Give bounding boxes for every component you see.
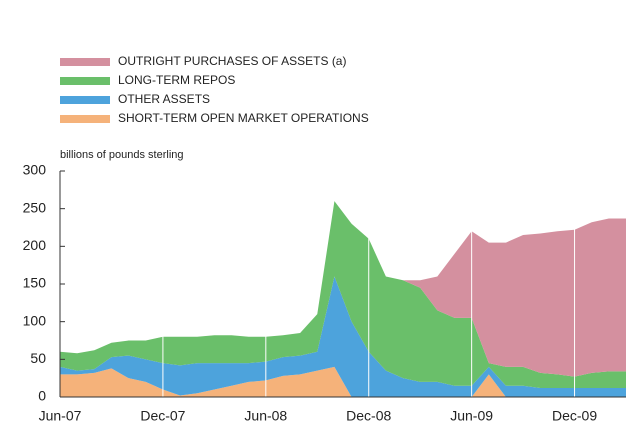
x-tick-label: Jun-08 bbox=[244, 408, 287, 421]
area bbox=[60, 366, 626, 397]
area bbox=[60, 201, 626, 388]
x-tick-label: Jun-09 bbox=[450, 408, 493, 421]
x-tick-label: Dec-08 bbox=[346, 408, 391, 421]
legend-label: OUTRIGHT PURCHASES OF ASSETS (a) bbox=[118, 54, 346, 68]
legend-label: OTHER ASSETS bbox=[118, 92, 210, 106]
legend-swatch bbox=[60, 96, 110, 104]
y-axis-label: billions of pounds sterling bbox=[60, 149, 184, 161]
y-tick-label: 250 bbox=[23, 199, 47, 215]
y-tick-label: 150 bbox=[23, 275, 47, 291]
y-tick-label: 200 bbox=[23, 237, 47, 253]
y-tick-label: 0 bbox=[38, 388, 46, 404]
x-tick-label: Dec-07 bbox=[140, 408, 185, 421]
area bbox=[60, 276, 626, 397]
y-tick-label: 100 bbox=[23, 312, 47, 328]
x-tick-label: Dec-09 bbox=[552, 408, 597, 421]
legend-swatch bbox=[60, 77, 110, 85]
x-tick-label: Jun-07 bbox=[39, 408, 82, 421]
area bbox=[60, 201, 626, 377]
y-tick-label: 300 bbox=[23, 162, 47, 178]
legend-label: LONG-TERM REPOS bbox=[118, 73, 235, 87]
legend-swatch bbox=[60, 58, 110, 66]
legend-label: SHORT-TERM OPEN MARKET OPERATIONS bbox=[118, 111, 369, 125]
y-tick-label: 50 bbox=[30, 350, 46, 366]
legend-swatch bbox=[60, 115, 110, 123]
